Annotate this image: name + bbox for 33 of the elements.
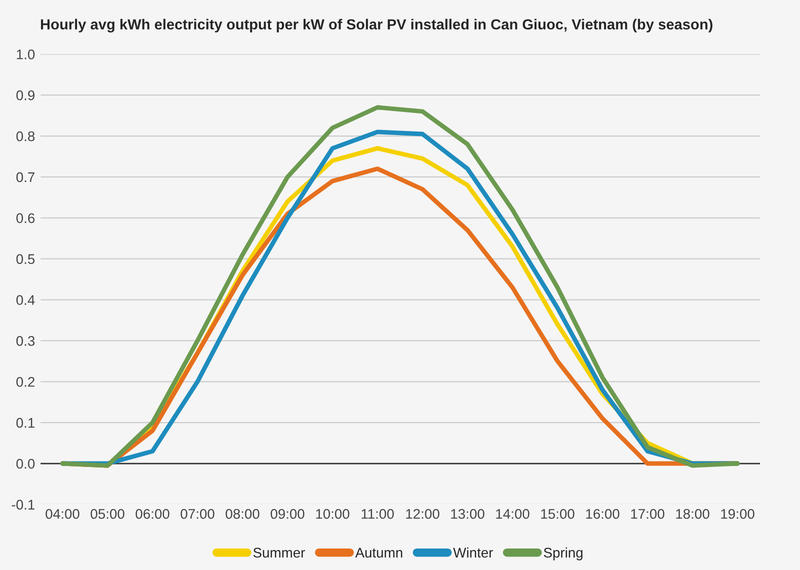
y-tick-label: 0.5 bbox=[16, 254, 35, 264]
x-tick-label: 14:00 bbox=[496, 508, 530, 519]
x-tick-label: 13:00 bbox=[451, 508, 484, 519]
legend-label: Winter bbox=[453, 547, 493, 558]
x-tick-label: 10:00 bbox=[316, 508, 350, 519]
y-tick-label: 0.0 bbox=[16, 458, 35, 469]
y-tick-label: 0.7 bbox=[16, 172, 34, 182]
x-tick-label: 04:00 bbox=[46, 508, 80, 519]
y-tick-label: 0.1 bbox=[16, 418, 34, 428]
y-tick-label: -0.1 bbox=[12, 500, 34, 510]
y-tick-label: 0.8 bbox=[16, 131, 35, 142]
y-tick-label: 0.9 bbox=[16, 90, 34, 100]
x-tick-label: 08:00 bbox=[226, 508, 260, 519]
x-tick-label: 19:00 bbox=[721, 508, 754, 519]
y-tick-label: 0.2 bbox=[16, 376, 34, 387]
x-tick-label: 18:00 bbox=[676, 508, 710, 519]
x-tick-label: 17:00 bbox=[631, 508, 664, 519]
x-tick-label: 07:00 bbox=[180, 508, 214, 519]
y-tick-label: 0.6 bbox=[16, 213, 35, 224]
legend-label: Summer bbox=[253, 548, 305, 558]
chart-title: Hourly avg kWh electricity output per kW of Solar PV installed in Can Giuoc, Vietnam (by season) bbox=[40, 18, 712, 32]
x-tick-label: 12:00 bbox=[406, 508, 440, 519]
legend-label: Spring bbox=[544, 547, 582, 560]
x-tick-label: 16:00 bbox=[586, 508, 620, 519]
x-tick-label: 06:00 bbox=[136, 508, 170, 519]
x-tick-label: 15:00 bbox=[541, 508, 574, 519]
y-tick-label: 1.0 bbox=[16, 49, 35, 60]
legend-label: Autumn bbox=[355, 548, 402, 558]
x-tick-label: 11:00 bbox=[362, 508, 394, 519]
x-tick-label: 05:00 bbox=[90, 508, 124, 519]
x-tick-label: 09:00 bbox=[270, 508, 304, 519]
y-tick-label: 0.3 bbox=[16, 336, 35, 346]
y-tick-label: 0.4 bbox=[16, 295, 35, 305]
